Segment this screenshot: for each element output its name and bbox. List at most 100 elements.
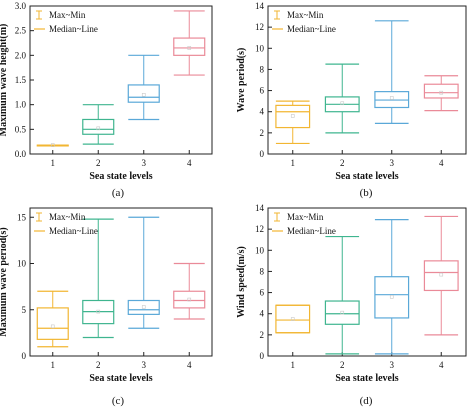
legend: Max~Min Median~Line bbox=[272, 10, 336, 34]
x-tick-label: 3 bbox=[142, 158, 147, 168]
mean-marker bbox=[389, 96, 394, 100]
x-axis-label: Sea state levels bbox=[335, 373, 398, 384]
y-tick-label: 1.0 bbox=[15, 100, 27, 110]
x-axis-label: Sea state levels bbox=[89, 171, 152, 182]
box-iqr bbox=[275, 104, 311, 129]
x-axis-label: Sea state levels bbox=[335, 171, 398, 182]
box-level-4 bbox=[173, 262, 206, 320]
y-axis-label: Wave period(s) bbox=[236, 48, 247, 113]
x-tick-label: 3 bbox=[390, 360, 395, 370]
mean-marker bbox=[290, 317, 295, 321]
mean-marker bbox=[187, 46, 192, 50]
y-tick-label: 8 bbox=[260, 266, 265, 276]
legend-label-range: Max~Min bbox=[287, 10, 324, 20]
y-tick-label: 10 bbox=[17, 259, 27, 269]
x-tick-label: 4 bbox=[439, 360, 444, 370]
y-tick-label: 15 bbox=[17, 212, 27, 222]
box-level-2 bbox=[324, 235, 360, 355]
mean-marker bbox=[50, 324, 55, 329]
y-tick-label: 0.5 bbox=[15, 124, 27, 134]
box-level-1 bbox=[275, 304, 311, 334]
x-axis-label: Sea state levels bbox=[89, 373, 152, 384]
legend-label-median: Median~Line bbox=[287, 24, 336, 34]
box-iqr bbox=[36, 307, 69, 340]
mean-marker bbox=[96, 309, 101, 314]
x-tick-label: 1 bbox=[291, 360, 296, 370]
x-tick-label: 4 bbox=[439, 158, 444, 168]
box-level-2 bbox=[82, 104, 115, 145]
box-level-3 bbox=[374, 219, 410, 355]
box-iqr bbox=[324, 300, 360, 325]
y-tick-label: 12 bbox=[255, 22, 264, 32]
x-tick-label: 1 bbox=[291, 158, 296, 168]
box-iqr bbox=[173, 290, 206, 309]
panel-caption: (d) bbox=[360, 395, 373, 407]
chart-panel-1: 0.0 0.5 1.0 1.5 2.0 2.5 3.0 1 2 3 4 Sea state level… bbox=[0, 1, 213, 199]
box-level-2 bbox=[82, 218, 115, 339]
box-level-2 bbox=[324, 63, 360, 134]
mean-marker bbox=[187, 297, 192, 302]
y-tick-label: 14 bbox=[255, 1, 265, 11]
y-tick-label: 10 bbox=[255, 43, 265, 53]
box-level-1 bbox=[36, 143, 69, 147]
panel-caption: (a) bbox=[112, 187, 125, 199]
mean-marker bbox=[389, 294, 394, 299]
plot-frame bbox=[267, 207, 467, 357]
legend-label-range: Max~Min bbox=[49, 212, 86, 222]
x-tick-label: 2 bbox=[340, 360, 345, 370]
box-iqr bbox=[275, 304, 311, 334]
y-tick-label: 0 bbox=[260, 351, 265, 361]
mean-marker bbox=[439, 272, 444, 277]
box-level-3 bbox=[127, 216, 160, 329]
mean-marker bbox=[290, 114, 295, 118]
y-tick-label: 2 bbox=[260, 128, 265, 138]
panel-caption: (b) bbox=[360, 187, 373, 199]
box-iqr bbox=[374, 276, 410, 319]
legend: Max~Min Median~Line bbox=[272, 212, 336, 236]
box-iqr bbox=[127, 299, 160, 315]
y-tick-label: 2.0 bbox=[15, 50, 27, 60]
mean-marker bbox=[141, 93, 146, 97]
y-tick-label: 6 bbox=[260, 288, 265, 298]
plot-frame bbox=[29, 207, 213, 357]
legend: Max~Min Median~Line bbox=[34, 10, 98, 34]
mean-marker bbox=[340, 310, 345, 315]
x-tick-label: 3 bbox=[142, 360, 147, 370]
box-iqr bbox=[82, 118, 115, 135]
mean-marker bbox=[340, 101, 345, 106]
legend-label-range: Max~Min bbox=[287, 212, 324, 222]
mean-marker bbox=[50, 143, 55, 147]
box-iqr bbox=[127, 84, 160, 103]
y-tick-label: 0.0 bbox=[15, 149, 27, 159]
x-tick-label: 4 bbox=[187, 158, 192, 168]
y-tick-label: 2 bbox=[260, 330, 265, 340]
box-level-1 bbox=[275, 100, 311, 145]
y-axis-label: Maximum wave period(s) bbox=[0, 227, 9, 336]
box-level-3 bbox=[374, 20, 410, 124]
mean-marker bbox=[141, 305, 146, 309]
chart-panel-3: 0 5 10 15 1 2 3 4 Sea state levels Maximum wave p… bbox=[0, 207, 213, 407]
legend-label-range: Max~Min bbox=[49, 10, 86, 20]
box-level-3 bbox=[127, 54, 160, 121]
x-tick-label: 1 bbox=[51, 158, 56, 168]
x-tick-label: 2 bbox=[96, 360, 101, 370]
x-tick-label: 1 bbox=[51, 360, 56, 370]
legend-label-median: Median~Line bbox=[49, 24, 98, 34]
x-tick-label: 2 bbox=[340, 158, 345, 168]
x-tick-label: 2 bbox=[96, 158, 101, 168]
y-tick-label: 14 bbox=[255, 203, 265, 213]
legend: Max~Min Median~Line bbox=[34, 212, 98, 236]
box-level-1 bbox=[36, 290, 69, 348]
mean-marker bbox=[439, 90, 444, 95]
legend-label-median: Median~Line bbox=[287, 226, 336, 236]
y-tick-label: 4 bbox=[260, 107, 265, 117]
box-level-4 bbox=[173, 10, 206, 76]
box-level-4 bbox=[423, 215, 459, 336]
x-tick-label: 4 bbox=[187, 360, 192, 370]
box-iqr bbox=[423, 83, 459, 99]
mean-marker bbox=[96, 126, 101, 131]
y-tick-label: 8 bbox=[260, 64, 265, 74]
y-tick-label: 6 bbox=[260, 86, 265, 96]
